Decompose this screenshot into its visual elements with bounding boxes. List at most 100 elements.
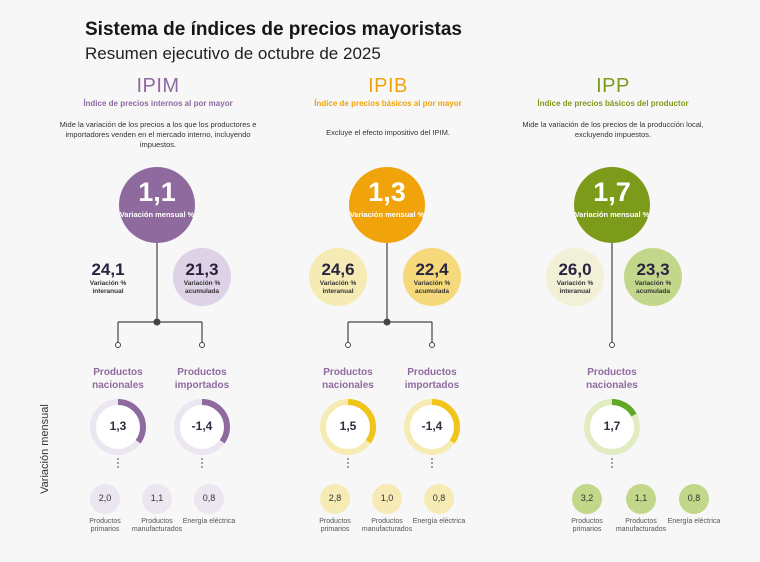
product-ring-imported: -1,4: [403, 398, 461, 456]
breakdown-circle-energy: 0,8: [194, 484, 224, 514]
breakdown-circle-primary: 3,2: [572, 484, 602, 514]
monthly-variation-circle: 1,3 Variación mensual %: [349, 167, 425, 243]
interannual-value: 24,6: [321, 260, 355, 279]
monthly-variation-label: Variación mensual %: [574, 210, 650, 219]
breakdown-label-primary: Productos primarios: [89, 518, 121, 533]
accumulated-value: 22,4: [415, 260, 449, 279]
breakdown-circle-energy: 0,8: [424, 484, 454, 514]
product-ring-national: 1,3: [89, 398, 147, 456]
interannual-label: Variación % interanual: [319, 280, 357, 295]
breakdown-circle-manufactured: 1,1: [142, 484, 172, 514]
index-name: Índice de precios básicos al por mayor: [314, 99, 462, 108]
breakdown-circle-manufactured: 1,0: [372, 484, 402, 514]
index-description: Mide la variación de los precios de la p…: [522, 120, 704, 139]
breakdown-value-primary: 3,2: [580, 493, 594, 503]
breakdown-circle-energy: 0,8: [679, 484, 709, 514]
connector-dot: [345, 342, 351, 348]
interannual-value: 24,1: [91, 260, 125, 279]
product-value-national: 1,5: [339, 419, 357, 433]
connector-dot: [153, 318, 161, 326]
accumulated-circle: 23,3 Variación % acumulada: [624, 248, 682, 306]
interannual-label: Variación % interanual: [556, 280, 594, 295]
monthly-variation-value: 1,1: [138, 177, 176, 207]
breakdown-circle-primary: 2,8: [320, 484, 350, 514]
accumulated-circle: 21,3 Variación % acumulada: [173, 248, 231, 306]
index-code: IPP: [596, 75, 630, 97]
ipib-panel: IPIB Índice de precios básicos al por ma…: [258, 70, 518, 562]
monthly-variation-label: Variación mensual %: [119, 210, 195, 219]
breakdown-label-energy: Energía eléctrica: [412, 518, 466, 525]
progress-ring-svg: [90, 399, 146, 455]
index-description: Mide la variación de los precios a los q…: [59, 120, 257, 149]
breakdown-label-energy: Energía eléctrica: [182, 518, 236, 525]
interannual-circle: 24,1 Variación % interanual: [79, 248, 137, 306]
monthly-variation-value: 1,7: [593, 177, 631, 207]
ring-fill: [174, 399, 230, 455]
product-value-national: 1,3: [109, 419, 127, 433]
monthly-variation-circle: 1,7 Variación mensual %: [574, 167, 650, 243]
product-title-national: Productos nacionales: [322, 367, 374, 391]
ring-fill: [90, 399, 146, 455]
ring-fill: [404, 399, 460, 455]
connector-dot: [429, 342, 435, 348]
accumulated-label: Variación % acumulada: [183, 280, 221, 295]
index-description: Excluye el efecto impositivo del IPIM.: [326, 128, 450, 137]
product-ring-imported: -1,4: [173, 398, 231, 456]
product-ring-national: 1,7: [583, 398, 641, 456]
progress-ring-svg: [174, 399, 230, 455]
product-title-imported: Productos importados: [174, 367, 230, 391]
breakdown-value-energy: 0,8: [687, 493, 701, 503]
page-title: Sistema de índices de precios mayoristas: [85, 19, 463, 40]
connector-dot: [383, 318, 391, 326]
interannual-circle: 24,6 Variación % interanual: [309, 248, 367, 306]
ipp-panel: IPP Índice de precios básicos del produc…: [483, 70, 743, 562]
product-title-national: Productos nacionales: [92, 367, 144, 391]
breakdown-label-primary: Productos primarios: [319, 518, 351, 533]
index-name: Índice de precios internos al por mayor: [83, 99, 233, 108]
breakdown-label-manufactured: Productos manufacturados: [615, 518, 667, 533]
connector-dot: [199, 342, 205, 348]
ring-fill: [320, 399, 376, 455]
interannual-circle: 26,0 Variación % interanual: [546, 248, 604, 306]
breakdown-circle-primary: 2,0: [90, 484, 120, 514]
accumulated-value: 21,3: [185, 260, 219, 279]
page-subtitle: Resumen ejecutivo de octubre de 2025: [85, 44, 381, 63]
accumulated-label: Variación % acumulada: [634, 280, 672, 295]
accumulated-label: Variación % acumulada: [413, 280, 451, 295]
connector-dot: [609, 342, 615, 348]
breakdown-label-manufactured: Productos manufacturados: [361, 518, 413, 533]
accumulated-value: 23,3: [636, 260, 670, 279]
breakdown-value-energy: 0,8: [432, 493, 446, 503]
breakdown-value-manufactured: 1,1: [634, 493, 648, 503]
progress-ring-svg: [584, 399, 640, 455]
breakdown-value-primary: 2,8: [328, 493, 342, 503]
ring-fill: [584, 399, 640, 455]
accumulated-circle: 22,4 Variación % acumulada: [403, 248, 461, 306]
interannual-value: 26,0: [558, 260, 592, 279]
product-title-national: Productos nacionales: [586, 367, 638, 391]
index-code: IPIM: [136, 75, 180, 97]
interannual-label: Variación % interanual: [89, 280, 127, 295]
breakdown-circle-manufactured: 1,1: [626, 484, 656, 514]
breakdown-value-manufactured: 1,0: [380, 493, 394, 503]
monthly-variation-label: Variación mensual %: [349, 210, 425, 219]
index-name: Índice de precios básicos del productor: [537, 99, 689, 108]
product-value-imported: -1,4: [421, 419, 443, 433]
breakdown-label-primary: Productos primarios: [571, 518, 603, 533]
progress-ring-svg: [404, 399, 460, 455]
product-value-imported: -1,4: [191, 419, 213, 433]
product-ring-national: 1,5: [319, 398, 377, 456]
connector-dot: [115, 342, 121, 348]
breakdown-label-energy: Energía eléctrica: [667, 518, 721, 525]
ipim-panel: IPIM Índice de precios internos al por m…: [28, 70, 288, 562]
breakdown-value-manufactured: 1,1: [150, 493, 164, 503]
monthly-variation-circle: 1,1 Variación mensual %: [119, 167, 195, 243]
index-code: IPIB: [368, 75, 408, 97]
product-title-imported: Productos importados: [404, 367, 460, 391]
monthly-variation-value: 1,3: [368, 177, 406, 207]
breakdown-value-energy: 0,8: [202, 493, 216, 503]
breakdown-label-manufactured: Productos manufacturados: [131, 518, 183, 533]
product-value-national: 1,7: [603, 419, 621, 433]
progress-ring-svg: [320, 399, 376, 455]
breakdown-value-primary: 2,0: [98, 493, 112, 503]
